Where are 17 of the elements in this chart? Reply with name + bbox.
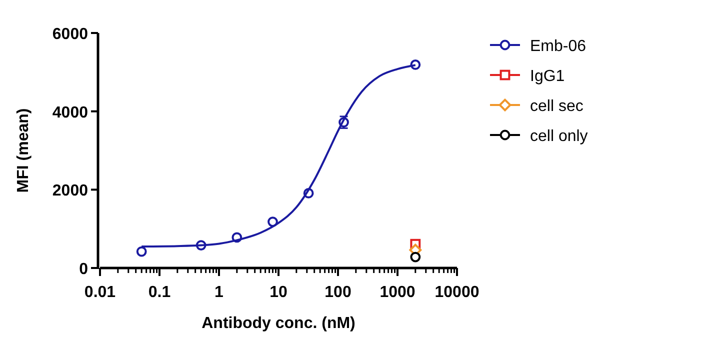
x-tick-label: 0.01	[84, 284, 116, 301]
y-axis-title: MFI (mean)	[15, 108, 32, 193]
legend-label: cell only	[530, 128, 588, 145]
x-tick-label: 1000	[380, 284, 416, 301]
x-axis-title: Antibody conc. (nM)	[202, 315, 356, 332]
legend-label: IgG1	[530, 68, 565, 85]
x-tick-label: 10	[270, 284, 288, 301]
x-tick-label: 1	[214, 284, 224, 301]
x-tick-label: 100	[324, 284, 352, 301]
y-tick-label: 2000	[52, 182, 88, 200]
x-tick-label: 0.1	[148, 284, 171, 301]
y-tick-label: 4000	[52, 104, 88, 122]
legend-label: Emb-06	[530, 38, 586, 55]
x-tick-label: 10000	[434, 284, 480, 301]
y-tick-label: 6000	[52, 26, 88, 43]
legend-label: cell sec	[530, 98, 584, 115]
y-tick-label: 0	[79, 261, 88, 278]
